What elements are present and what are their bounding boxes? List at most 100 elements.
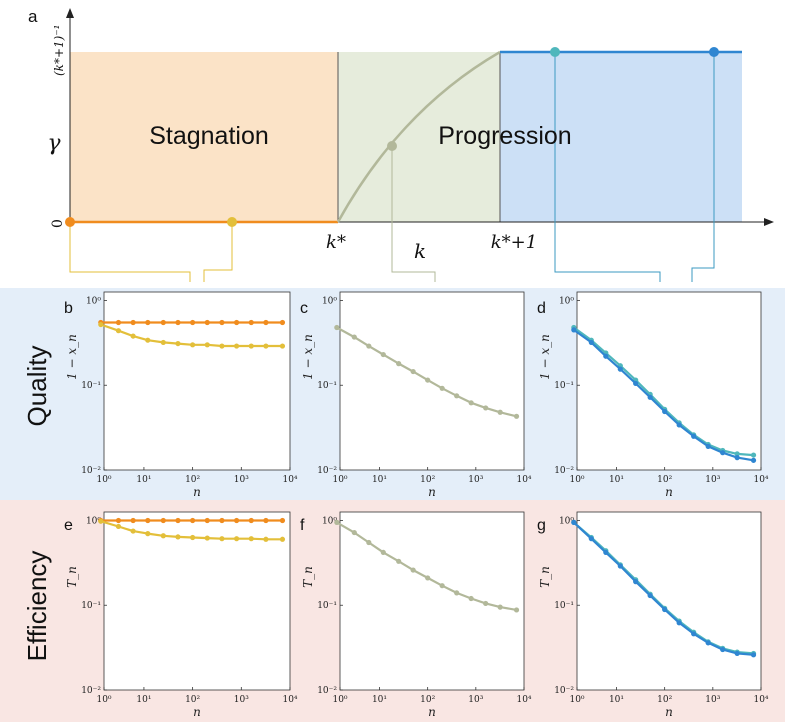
data-point [439, 385, 445, 391]
data-point [233, 536, 240, 542]
y-axis-label: 1 − x_n [65, 334, 79, 380]
efficiency-row-label: Efficiency [22, 551, 52, 662]
y-tick-label: 10⁻² [317, 686, 337, 696]
point-yellow [227, 217, 237, 227]
progression-region [500, 52, 742, 222]
panel-a: a Stagnation Progression γ (k*+1)⁻¹ 0 k*… [28, 7, 774, 282]
data-point [750, 652, 757, 658]
x-tick-label: 10¹ [372, 475, 387, 485]
data-point [396, 361, 402, 367]
y-tick-label: 10⁰ [559, 296, 574, 306]
panel-d-letter: d [537, 300, 546, 317]
x-tick-label: 10³ [234, 695, 249, 705]
data-point [468, 595, 474, 602]
data-point [160, 319, 166, 326]
data-point [334, 324, 340, 331]
x-axis-label: n [665, 705, 673, 719]
x-tick-label: 10³ [705, 475, 720, 485]
data-point [175, 340, 181, 347]
y-tick-label: 10⁰ [322, 516, 337, 526]
x-k-label: k [414, 239, 426, 263]
y-axis-label: T_n [65, 566, 79, 588]
panel-c: c 10⁰ 10¹ 10² 10³ 10⁴ n 10⁰ 10⁻¹ 10⁻² 1 − x_n [300, 291, 532, 499]
panel-b-frame [103, 291, 291, 471]
x-tick-label: 10⁰ [332, 695, 347, 705]
data-point [513, 607, 520, 613]
point-blue [709, 47, 719, 57]
data-point [279, 536, 286, 542]
y-tick-label: 10⁻² [81, 686, 101, 696]
y-tick-label: 10⁰ [559, 516, 574, 526]
y-tick-label: 10⁰ [322, 296, 337, 306]
x-axis-label: n [193, 705, 201, 719]
data-point [248, 517, 254, 524]
data-point [175, 534, 181, 540]
y-tick-label: 10⁻² [81, 466, 101, 476]
data-point [380, 351, 386, 358]
data-point [705, 443, 711, 449]
data-point [647, 592, 653, 599]
x-tick-label: 10¹ [136, 695, 151, 705]
panel-d: d 10⁰ 10¹ 10² 10³ 10⁴ n 10⁰ 10⁻¹ 10⁻² 1 − x_n [537, 291, 769, 499]
data-point [233, 319, 240, 326]
y-top-tick-label: (k*+1)⁻¹ [52, 25, 66, 76]
data-point [734, 451, 740, 457]
data-point [588, 339, 594, 346]
data-point [410, 368, 416, 375]
data-point [204, 517, 210, 524]
data-point [351, 334, 357, 340]
y-axis-label: T_n [301, 566, 315, 588]
progression-label: Progression [438, 122, 571, 150]
x-tick-label: 10⁰ [569, 475, 584, 485]
quality-row-label: Quality [22, 346, 52, 427]
data-point [691, 631, 697, 637]
panel-f-frame [339, 511, 525, 691]
data-point [175, 517, 181, 524]
data-point [603, 353, 609, 359]
point-gray [387, 141, 397, 151]
data-point [750, 452, 757, 458]
x-tick-label: 10³ [234, 475, 249, 485]
transition-region [338, 52, 500, 222]
data-point [705, 640, 711, 646]
data-point [676, 422, 682, 428]
x-tick-label: 10¹ [372, 695, 387, 705]
x-tick-label: 10³ [705, 695, 720, 705]
data-point [248, 343, 254, 349]
data-point [130, 333, 136, 339]
y-tick-label: 10⁻¹ [81, 381, 101, 391]
data-point [145, 531, 151, 537]
data-point [633, 579, 639, 585]
y-tick-label: 10⁻¹ [554, 381, 574, 391]
panel-g-letter: g [537, 517, 546, 534]
x-tick-label: 10² [420, 475, 435, 485]
panel-b: b 10⁰ 10¹ 10² 10³ 10⁴ n 10⁰ 10⁻¹ 10⁻² 1 − x_n [64, 291, 298, 499]
data-point [233, 517, 240, 524]
x-tick-label: 10⁴ [516, 475, 531, 485]
x-tick-label: 10⁰ [332, 475, 347, 485]
x-tick-label: 10⁰ [569, 695, 584, 705]
y-axis-label: T_n [538, 566, 552, 588]
x-tick-label: 10⁰ [96, 695, 111, 705]
data-point [190, 342, 196, 348]
data-point [248, 536, 254, 542]
x-tick-label: 10² [657, 695, 672, 705]
panel-c-frame [339, 291, 525, 471]
data-point [454, 590, 460, 596]
x-tick-label: 10¹ [609, 475, 624, 485]
data-point [750, 457, 757, 463]
data-point [279, 517, 286, 524]
data-point [115, 319, 122, 326]
data-point [720, 646, 726, 653]
data-point [160, 533, 166, 539]
connector-b [69, 222, 233, 282]
y-tick-label: 10⁻¹ [317, 381, 337, 391]
x-kstar-label: k* [326, 232, 346, 253]
data-point [366, 539, 372, 546]
x-axis-label: n [665, 485, 673, 499]
x-tick-label: 10² [420, 695, 435, 705]
data-point [334, 519, 340, 525]
data-point [204, 535, 210, 541]
y-tick-label: 10⁻² [554, 686, 574, 696]
